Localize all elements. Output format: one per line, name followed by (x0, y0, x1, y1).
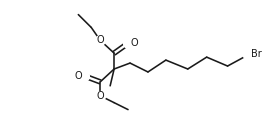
Text: O: O (96, 91, 104, 101)
Text: O: O (130, 38, 138, 48)
Text: O: O (75, 71, 82, 81)
Text: O: O (96, 35, 104, 45)
Text: Br: Br (251, 49, 262, 59)
